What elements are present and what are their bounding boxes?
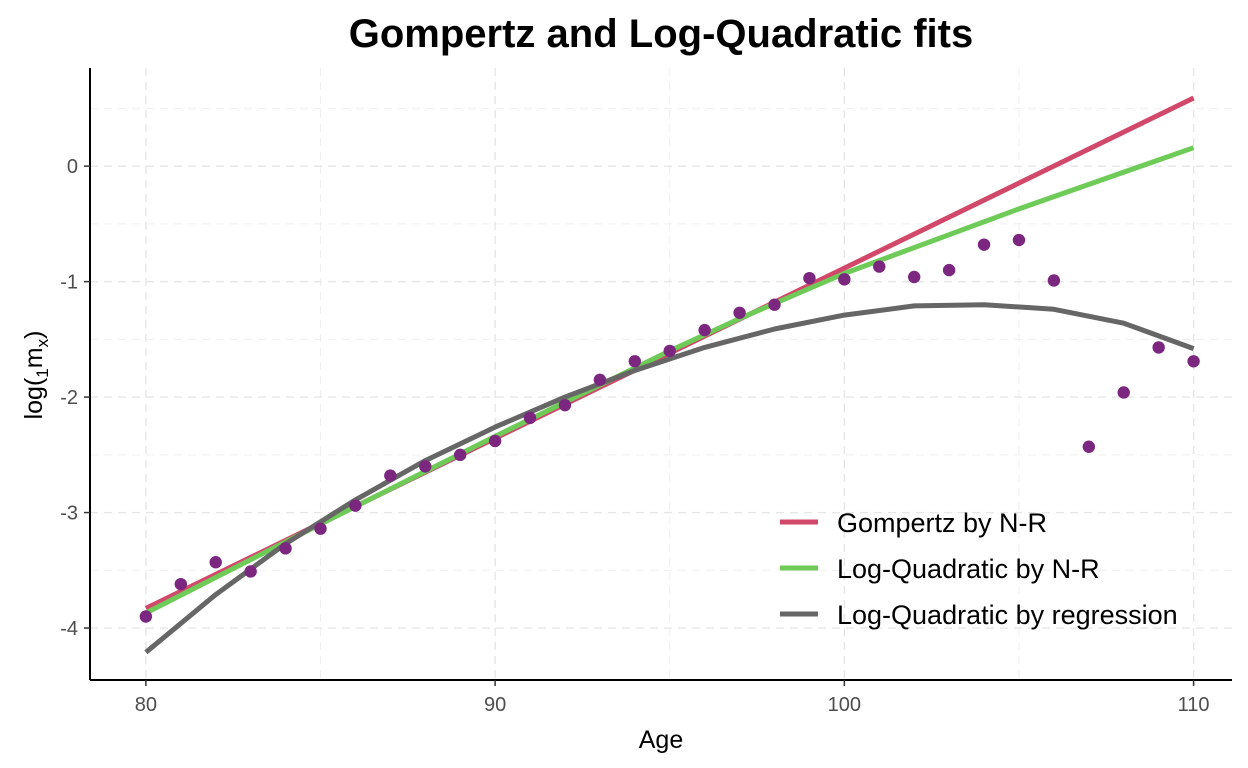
observed-point [803,271,816,285]
y-axis-title-sub2: x [33,338,52,347]
observed-point [663,344,676,358]
legend-label: Log-Quadratic by N-R [837,554,1100,584]
observed-point [1012,233,1026,247]
x-axis-title: Age [639,726,683,754]
y-axis-title-end: ) [20,331,48,339]
observed-point [523,411,537,425]
y-axis-title-sub1: 1 [33,368,52,377]
observed-point [768,298,781,311]
observed-point [419,460,432,473]
observed-point [488,434,502,448]
observed-points [139,233,1200,623]
observed-point [1082,440,1096,453]
observed-point [174,577,188,591]
x-tick-label: 100 [828,694,861,716]
observed-point [453,448,467,462]
observed-point [314,522,327,535]
y-axis-ticks: 0 -1 -2 -3 -4 [60,156,90,640]
y-tick-label: -2 [60,387,78,409]
observed-point [733,306,746,319]
grid [90,68,1232,680]
observed-point [244,565,257,578]
legend: Gompertz by N-R Log-Quadratic by N-R Log-Q… [780,508,1178,630]
y-tick-label: -3 [60,503,78,525]
y-tick-label: -4 [60,618,78,640]
x-tick-label: 80 [135,694,157,716]
legend-label: Log-Quadratic by regression [837,600,1178,630]
observed-point [977,238,991,251]
observed-point [628,355,642,368]
legend-label: Gompertz by N-R [837,508,1047,538]
logquad-regression-line [144,302,1195,655]
chart-title: Gompertz and Log-Quadratic fits [349,12,973,56]
legend-item-gompertz: Gompertz by N-R [780,508,1047,538]
observed-point [558,398,572,412]
legend-item-logquad-nr: Log-Quadratic by N-R [780,554,1100,584]
x-tick-label: 110 [1178,694,1210,716]
y-axis-title: log(1mx) [20,331,52,420]
observed-point [873,260,886,273]
observed-point [384,469,397,482]
legend-item-logquad-regression: Log-Quadratic by regression [780,600,1178,630]
observed-point [942,263,956,277]
observed-point [279,542,292,555]
observed-point [139,610,153,623]
observed-point [593,373,607,386]
observed-point [209,556,222,569]
observed-point [1152,341,1165,354]
y-tick-label: 0 [67,156,78,178]
observed-point [1187,355,1200,368]
observed-point [907,270,921,284]
x-tick-label: 90 [484,694,506,716]
y-tick-label: -1 [60,272,78,294]
y-axis-title-base: log( [20,377,48,419]
observed-point [1117,386,1130,399]
observed-point [1047,274,1061,287]
observed-point [349,499,362,512]
y-axis-title-mid: m [20,347,48,368]
observed-point [838,273,851,286]
x-axis-ticks: 80 90 100 110 [135,680,1210,716]
observed-point [698,323,711,337]
